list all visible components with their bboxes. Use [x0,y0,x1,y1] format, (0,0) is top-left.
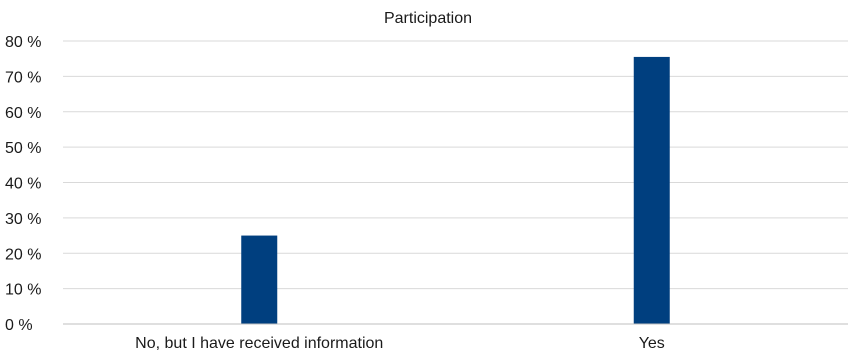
y-tick-label: 60 % [5,105,41,122]
bar-1 [633,56,670,324]
y-tick-label: 70 % [5,69,41,86]
y-tick-label: 50 % [5,140,41,157]
y-tick-label: 40 % [5,176,41,193]
y-tick-label: 10 % [5,282,41,299]
gridlines [63,40,848,290]
y-tick-label: 0 % [5,317,33,334]
x-category-label: No, but I have received information [135,335,383,352]
x-axis-category-labels: No, but I have received information Yes [135,335,665,352]
bar-0 [241,235,278,324]
x-category-label: Yes [639,335,665,352]
y-axis-tick-labels: 0 % 10 % 20 % 30 % 40 % 50 % 60 % 70 % 80 % [5,34,41,334]
y-tick-label: 20 % [5,246,41,263]
y-tick-label: 30 % [5,211,41,228]
y-tick-label: 80 % [5,34,41,51]
chart-title: Participation [384,10,472,27]
bars [241,56,670,324]
